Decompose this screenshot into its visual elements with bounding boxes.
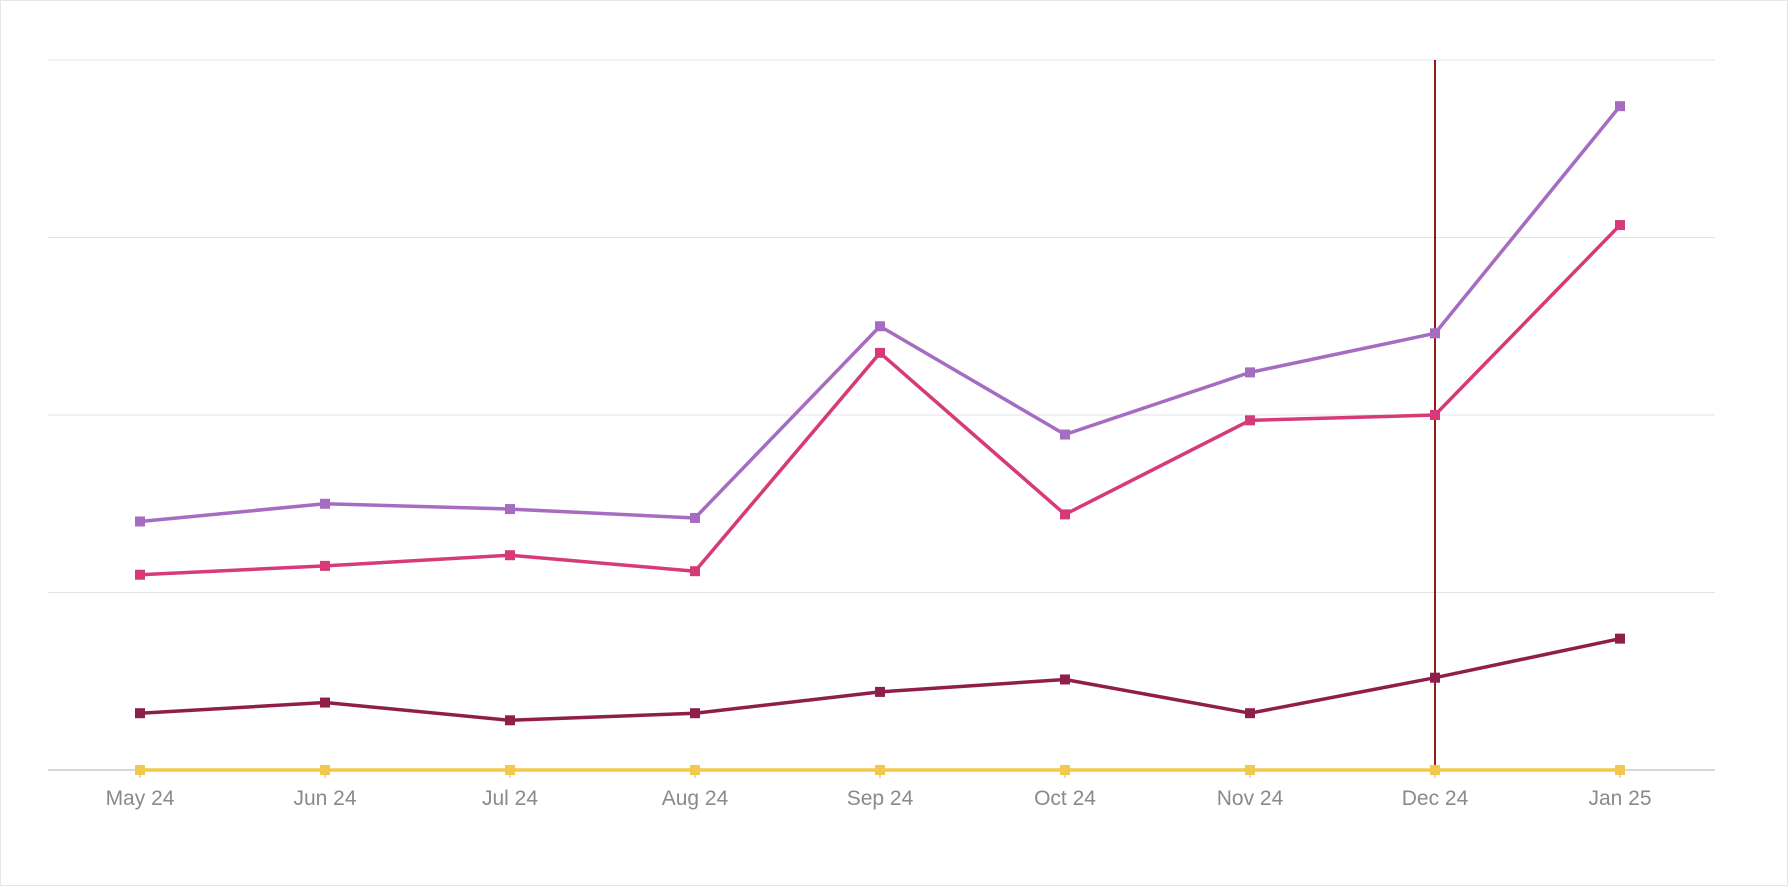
x-tick-label-0: May 24	[106, 787, 175, 810]
series-3-point-6[interactable]	[1245, 765, 1255, 775]
x-tick-label-3: Aug 24	[662, 787, 729, 810]
series-0-point-6[interactable]	[1245, 367, 1255, 378]
x-tick-label-4: Sep 24	[847, 787, 914, 810]
series-2-point-5[interactable]	[1060, 674, 1070, 685]
series-1-point-8[interactable]	[1615, 220, 1625, 231]
series-3-point-0[interactable]	[135, 765, 145, 775]
series-0-point-7[interactable]	[1430, 328, 1440, 339]
series-2-line	[138, 636, 1622, 723]
series-2-point-3[interactable]	[690, 708, 700, 719]
x-tick-label-8: Jan 25	[1588, 787, 1651, 810]
series-1-point-4[interactable]	[875, 347, 885, 358]
series-1-point-2[interactable]	[505, 550, 515, 561]
series-2-point-6[interactable]	[1245, 708, 1255, 719]
x-tick-label-5: Oct 24	[1034, 787, 1096, 810]
series-2-point-8[interactable]	[1615, 633, 1625, 644]
series-3-point-7[interactable]	[1430, 765, 1440, 775]
series-1-point-3[interactable]	[690, 566, 700, 577]
series-0-point-1[interactable]	[320, 498, 330, 509]
series-2-point-7[interactable]	[1430, 672, 1440, 683]
series-2-point-0[interactable]	[135, 708, 145, 719]
series-0-point-3[interactable]	[690, 512, 700, 523]
x-tick-label-7: Dec 24	[1402, 787, 1469, 810]
series-0-point-0[interactable]	[135, 516, 145, 527]
series-2-point-1[interactable]	[320, 697, 330, 708]
series-2-point-4[interactable]	[875, 686, 885, 697]
series-3-point-3[interactable]	[690, 765, 700, 775]
series-1-line	[138, 223, 1622, 577]
series-3-point-2[interactable]	[505, 765, 515, 775]
series-0-line	[138, 104, 1622, 524]
series-3-point-1[interactable]	[320, 765, 330, 775]
series-3-point-4[interactable]	[875, 765, 885, 775]
series-2-point-2[interactable]	[505, 715, 515, 726]
series-1-point-5[interactable]	[1060, 509, 1070, 520]
series-0-point-4[interactable]	[875, 321, 885, 332]
x-tick-label-2: Jul 24	[482, 787, 538, 810]
x-tick-label-1: Jun 24	[293, 787, 356, 810]
x-tick-label-6: Nov 24	[1217, 787, 1284, 810]
series-3-point-5[interactable]	[1060, 765, 1070, 775]
series-3-point-8[interactable]	[1615, 765, 1625, 775]
series-1-point-7[interactable]	[1430, 410, 1440, 420]
series-0-point-2[interactable]	[505, 504, 515, 515]
series-0-point-8[interactable]	[1615, 101, 1625, 112]
series-1-point-1[interactable]	[320, 560, 330, 571]
series-0-point-5[interactable]	[1060, 429, 1070, 440]
series-1-point-6[interactable]	[1245, 415, 1255, 426]
series-1-point-0[interactable]	[135, 569, 145, 580]
